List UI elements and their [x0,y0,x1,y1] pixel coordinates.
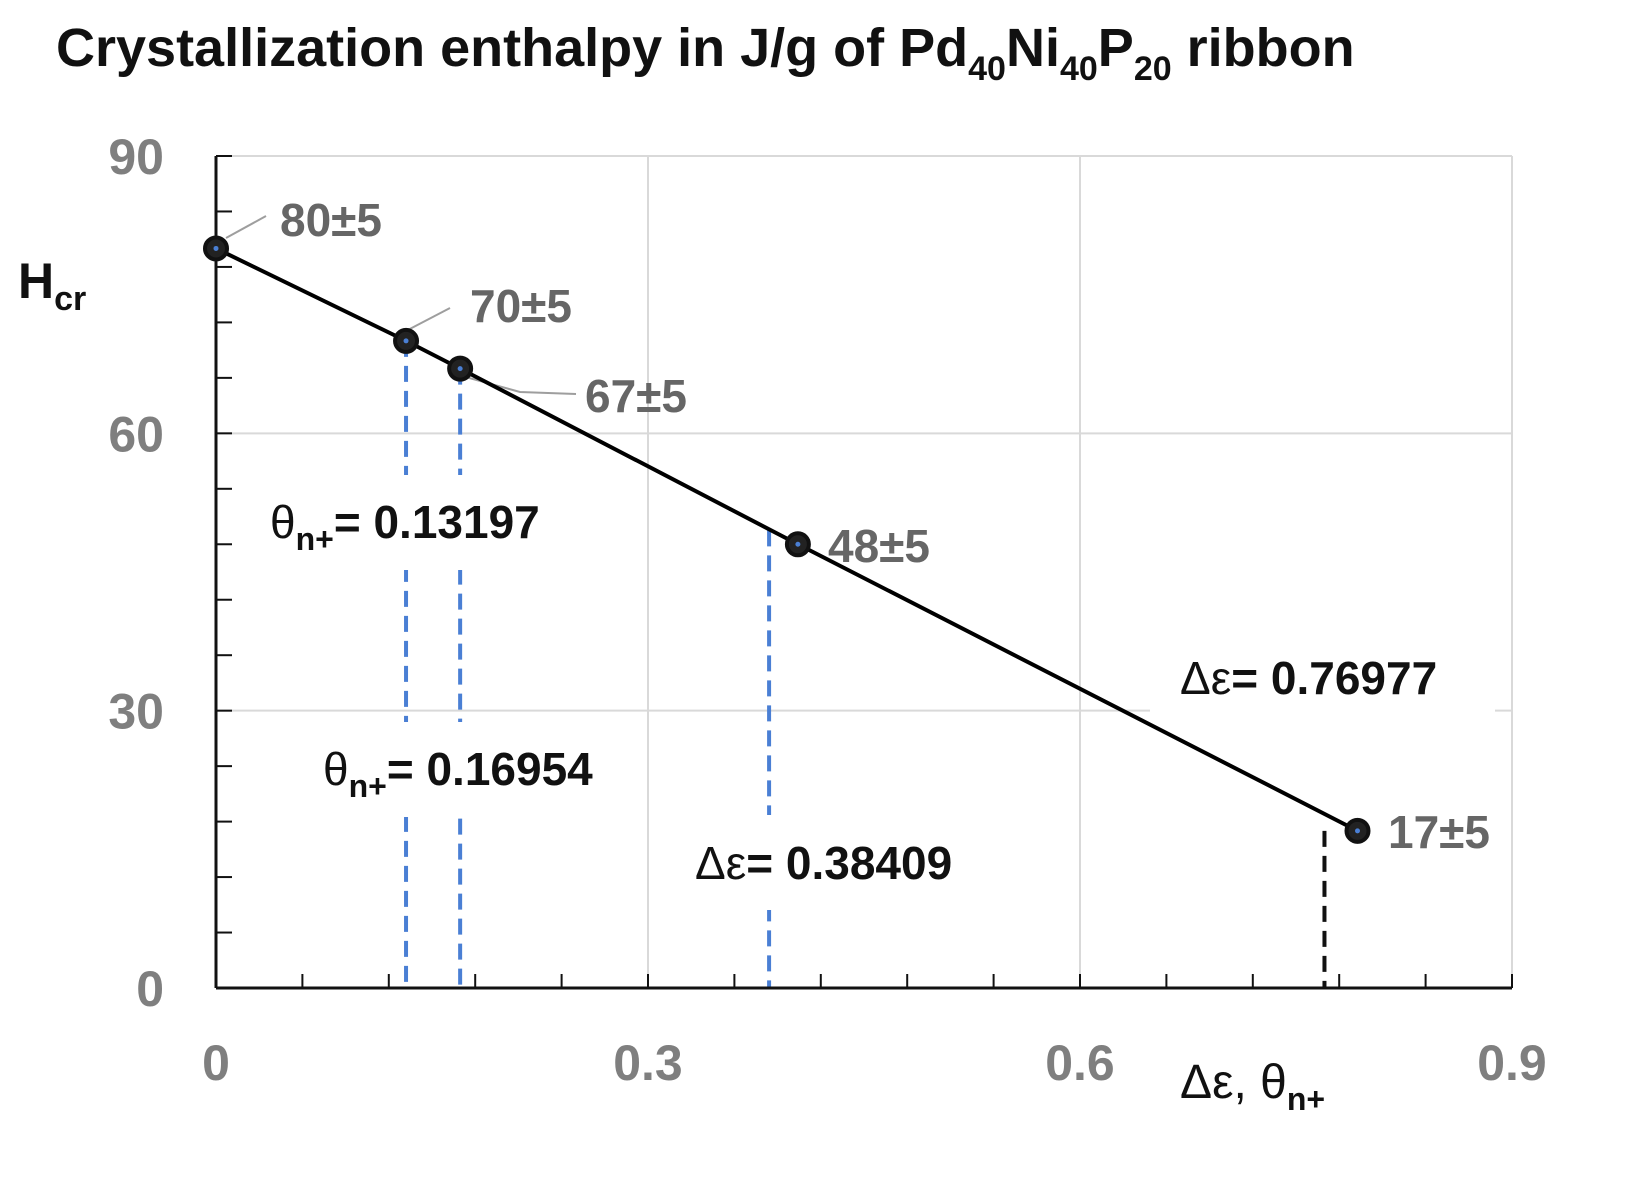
y-tick-labels: 0 30 60 90 [108,129,164,1017]
annotation-delta-1: Δε= 0.38409 [688,815,1033,910]
annotation-box-delta-2 [1150,630,1495,720]
y-axis-title: Hcr [18,253,86,318]
x-tick-label-2: 0.6 [1045,1035,1115,1091]
data-point-center-4 [1355,828,1361,834]
leader-line-70 [403,307,451,333]
annotation-box-delta-1 [688,815,1033,910]
x-tick-labels: 0 0.3 0.6 0.9 [202,1035,1547,1091]
point-label-1: 70±5 [470,280,572,332]
drop-lines [404,340,1327,988]
data-point-center-1 [403,338,409,344]
annotation-text-delta-2: Δε= 0.76977 [1180,652,1437,704]
x-tick-label-1: 0.3 [613,1035,683,1091]
point-label-2: 67±5 [585,370,687,422]
annotation-theta-1: θn+= 0.13197 [262,475,580,570]
y-tick-label-3: 90 [108,129,164,185]
data-point-center-2 [457,366,463,372]
annotation-text-theta-1: θn+= 0.13197 [270,496,540,557]
point-label-3: 48±5 [828,520,930,572]
tick-marks [215,155,1513,989]
x-tick-label-3: 0.9 [1477,1035,1547,1091]
y-tick-label-2: 60 [108,406,164,462]
point-labels: 80±5 70±5 67±5 48±5 17±5 [280,194,1490,858]
annotation-text-theta-2: θn+= 0.16954 [323,743,593,804]
data-markers [203,235,1371,844]
data-point-center-0 [213,245,219,251]
point-label-0: 80±5 [280,194,382,246]
leader-line-80 [225,215,267,239]
point-label-4: 17±5 [1388,806,1490,858]
chart-title: Crystallization enthalpy in J/g of Pd40N… [56,18,1355,88]
annotation-theta-2: θn+= 0.16954 [315,722,633,817]
annotation-text-delta-1: Δε= 0.38409 [695,837,952,889]
y-tick-label-0: 0 [136,961,164,1017]
annotation-box-theta-1 [262,475,580,570]
axes [214,156,1512,990]
x-tick-label-0: 0 [202,1035,230,1091]
annotation-delta-2: Δε= 0.76977 [1150,630,1495,720]
x-axis-title: Δε, θn+ [1180,1056,1325,1117]
annotation-box-theta-2 [315,722,633,817]
y-tick-label-1: 30 [108,684,164,740]
data-point-center-3 [795,541,801,547]
